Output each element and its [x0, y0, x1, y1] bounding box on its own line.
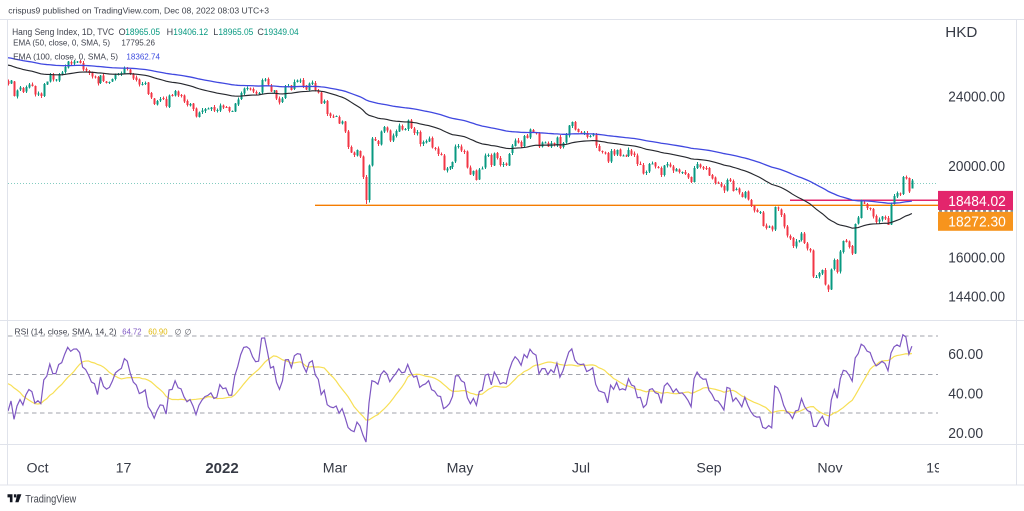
svg-text:∅: ∅	[175, 327, 182, 336]
svg-text:crispus9 published on TradingV: crispus9 published on TradingView.com, D…	[8, 6, 269, 16]
svg-text:C: C	[257, 27, 264, 37]
svg-text:O: O	[119, 27, 126, 37]
svg-text:HKD: HKD	[945, 24, 977, 41]
svg-text:18965.05: 18965.05	[218, 27, 253, 37]
svg-text:16000.00: 16000.00	[948, 251, 1005, 267]
svg-text:18362.74: 18362.74	[126, 53, 160, 62]
svg-text:L: L	[213, 27, 218, 37]
svg-text:14400.00: 14400.00	[948, 290, 1005, 306]
svg-text:Jul: Jul	[572, 461, 590, 477]
svg-text:17795.26: 17795.26	[121, 39, 155, 48]
svg-text:RSI (14, close, SMA, 14, 2): RSI (14, close, SMA, 14, 2)	[15, 327, 117, 336]
svg-text:Hang Seng Index, 1D, TVC: Hang Seng Index, 1D, TVC	[12, 27, 114, 37]
svg-text:∅: ∅	[185, 327, 192, 336]
svg-text:18965.05: 18965.05	[125, 27, 160, 37]
svg-text:Sep: Sep	[696, 461, 721, 477]
svg-text:40.00: 40.00	[948, 387, 983, 403]
svg-text:19349.04: 19349.04	[264, 27, 299, 37]
svg-text:17: 17	[116, 461, 132, 477]
svg-text:H: H	[167, 27, 174, 37]
svg-text:18484.02: 18484.02	[948, 194, 1006, 210]
svg-text:20.00: 20.00	[948, 426, 983, 442]
svg-text:60.00: 60.00	[948, 347, 983, 363]
svg-text:19: 19	[926, 461, 942, 477]
svg-text:60.90: 60.90	[148, 327, 168, 336]
svg-text:19406.12: 19406.12	[173, 27, 208, 37]
svg-text:64.72: 64.72	[122, 327, 141, 336]
svg-text:Nov: Nov	[817, 461, 843, 477]
svg-text:Mar: Mar	[323, 461, 348, 477]
svg-text:EMA (100, close, 0, SMA, 5): EMA (100, close, 0, SMA, 5)	[13, 53, 118, 62]
svg-text:18272.30: 18272.30	[948, 215, 1006, 231]
svg-text:20000.00: 20000.00	[948, 159, 1005, 175]
svg-text:Oct: Oct	[26, 461, 48, 477]
svg-text:EMA (50, close, 0, SMA, 5): EMA (50, close, 0, SMA, 5)	[13, 39, 110, 48]
svg-text:May: May	[447, 461, 475, 477]
svg-text:24000.00: 24000.00	[948, 89, 1005, 105]
svg-text:TradingView: TradingView	[25, 493, 76, 505]
svg-text:2022: 2022	[205, 460, 238, 477]
